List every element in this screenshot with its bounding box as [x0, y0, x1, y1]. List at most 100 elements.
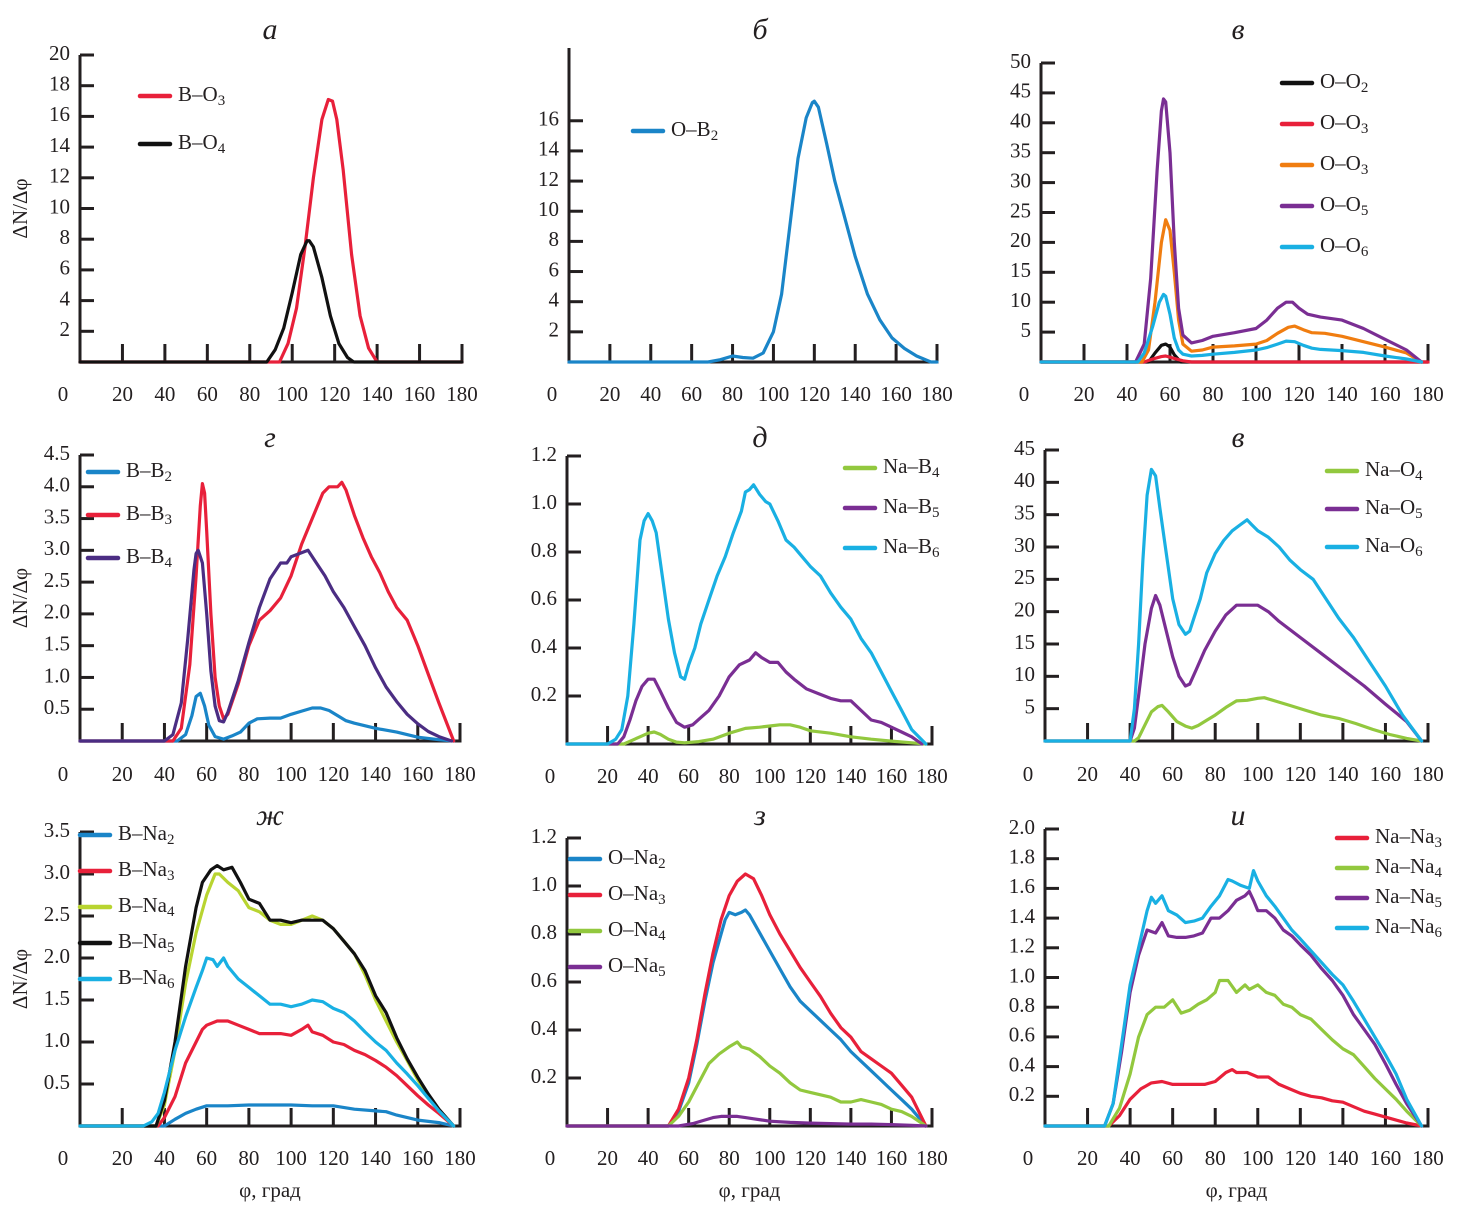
- x-tick-label: 60: [678, 764, 699, 788]
- panel-b: б 0 20 40 60 80 100 120 140 160 180 2 4 6 8 10 12 14 16 O–B…: [538, 13, 953, 406]
- series-line-ona5: [565, 1114, 928, 1128]
- y-tick-label: 8: [549, 227, 560, 251]
- legend-item: B–O3: [137, 82, 225, 110]
- x-tick-label: 140: [835, 1146, 867, 1170]
- series-line-bna5: [78, 864, 456, 1128]
- y-tick-label: 4: [549, 288, 560, 312]
- x-tick-label: 20: [112, 382, 133, 406]
- y-tick-label: 35: [1014, 500, 1035, 524]
- panel-a: а 0 20 40 60 80 100 120 140 160 180 2 4 6 8 10 12 14 16 18 2…: [8, 13, 478, 406]
- y-tick-label: 0.6: [531, 586, 557, 610]
- x-tick-label: 60: [196, 762, 217, 786]
- legend-label: B–Na5: [118, 929, 175, 957]
- y-tick-label: 6: [549, 257, 560, 281]
- x-tick-label: 160: [1370, 762, 1402, 786]
- y-tick-label: 4: [60, 286, 71, 310]
- y-tick-label: 45: [1014, 436, 1035, 460]
- legend-item: B–B2: [85, 458, 172, 486]
- legend-label: B–B2: [126, 458, 172, 486]
- legend-item: B–B4: [85, 544, 173, 571]
- legend-item: B–Na5: [77, 929, 175, 957]
- series-line-nana5: [1043, 889, 1424, 1128]
- y-tick-label: 0.2: [1009, 1082, 1035, 1106]
- y-tick-label: 20: [49, 41, 70, 65]
- series-line-nao5: [1043, 593, 1424, 743]
- x-tick-label: 180: [916, 1146, 948, 1170]
- x-tick-label: 160: [402, 762, 434, 786]
- legend-item: Na–Na6: [1334, 914, 1442, 942]
- x-tick-label: 180: [446, 382, 478, 406]
- x-tick-label: 60: [681, 382, 702, 406]
- legend-item: B–Na4: [77, 893, 175, 921]
- legend: Na–B4 Na–B5 Na–B6: [842, 454, 940, 561]
- y-tick-label: 25: [1010, 198, 1031, 222]
- y-tick-label: 3.5: [44, 818, 70, 842]
- legend-label: O–B2: [671, 117, 718, 145]
- x-tick-label: 140: [835, 764, 867, 788]
- y-axis-title: ΔN/Δφ: [8, 568, 32, 628]
- y-tick-label: 5: [1021, 318, 1032, 342]
- x-tick-label: 0: [58, 1146, 69, 1170]
- x-tick-label: 60: [1160, 382, 1181, 406]
- x-tick-label: 40: [1120, 1146, 1141, 1170]
- series-line-ob2: [567, 99, 939, 364]
- legend-label: O–Na5: [608, 953, 666, 981]
- x-tick-label: 100: [758, 382, 790, 406]
- x-tick-label: 40: [154, 762, 175, 786]
- x-tick-label: 160: [876, 1146, 908, 1170]
- legend-label: Na–Na5: [1375, 884, 1442, 912]
- y-tick-label: 15: [1010, 258, 1031, 282]
- series-line-bna3: [78, 1019, 456, 1128]
- x-tick-label: 120: [1285, 1146, 1317, 1170]
- series-line-oo3: [1039, 218, 1424, 364]
- x-tick-label: 160: [880, 382, 912, 406]
- x-tick-label: 0: [545, 764, 556, 788]
- y-tick-label: 8: [60, 225, 71, 249]
- series-line-ona4: [565, 1040, 928, 1128]
- series-line-bb3: [78, 480, 456, 743]
- y-tick-label: 16: [538, 107, 559, 131]
- x-tick-label: 160: [404, 382, 436, 406]
- legend: O–Na2 O–Na3 O–Na4 O–Na5: [567, 845, 666, 981]
- legend-label: B–Na4: [118, 893, 175, 921]
- y-tick-label: 1.0: [44, 663, 70, 687]
- x-tick-label: 60: [678, 1146, 699, 1170]
- legend-label: Na–O5: [1365, 495, 1423, 523]
- legend-label: B–O3: [178, 82, 225, 110]
- legend-item: O–O3: [1279, 151, 1368, 178]
- panel-title: г: [264, 421, 276, 454]
- panel-z: з 0 20 40 60 80 100 120 140 160 180 0.2 0.4 0.6 0.8 1.0…: [531, 799, 948, 1202]
- y-axis-title: ΔN/Δφ: [8, 178, 32, 238]
- y-tick-label: 30: [1010, 168, 1031, 192]
- y-tick-label: 3.0: [44, 860, 70, 884]
- series-line-bb4: [78, 548, 454, 743]
- legend: Na–O4 Na–O5 Na–O6: [1324, 457, 1423, 560]
- legend-label: O–O2: [1320, 69, 1368, 97]
- x-tick-label: 20: [1077, 762, 1098, 786]
- x-tick-label: 0: [547, 382, 558, 406]
- y-tick-label: 0.8: [531, 920, 557, 944]
- panel-g: г 0 20 40 60 80 100 120 140 160 180 0.5 1.0 1.5 2.0 2.5…: [8, 421, 476, 786]
- legend-item: Na–O5: [1324, 495, 1423, 523]
- legend: B–B2 B–B3 B–B4: [85, 458, 173, 571]
- y-tick-label: 1.5: [44, 631, 70, 655]
- series-line-bna6: [78, 956, 456, 1128]
- y-tick-label: 40: [1010, 109, 1031, 133]
- legend-item: Na–Na3: [1334, 824, 1442, 851]
- series-line-bna2: [78, 1103, 456, 1128]
- panel-title: и: [1231, 799, 1246, 832]
- y-tick-label: 2.0: [44, 600, 70, 624]
- legend-item: B–O4: [137, 130, 226, 157]
- legend-label: B–Na2: [118, 821, 175, 849]
- x-tick-label: 60: [1162, 762, 1183, 786]
- x-tick-label: 100: [1240, 382, 1272, 406]
- legend-label: Na–Na6: [1375, 914, 1442, 942]
- y-tick-label: 12: [538, 167, 559, 191]
- y-tick-label: 0.8: [1009, 993, 1035, 1017]
- legend-item: O–O5: [1279, 192, 1368, 219]
- legend-label: O–O6: [1320, 233, 1369, 261]
- x-axis-title: φ, град: [719, 1178, 781, 1202]
- legend-label: B–B3: [126, 501, 172, 529]
- x-tick-label: 20: [597, 1146, 618, 1170]
